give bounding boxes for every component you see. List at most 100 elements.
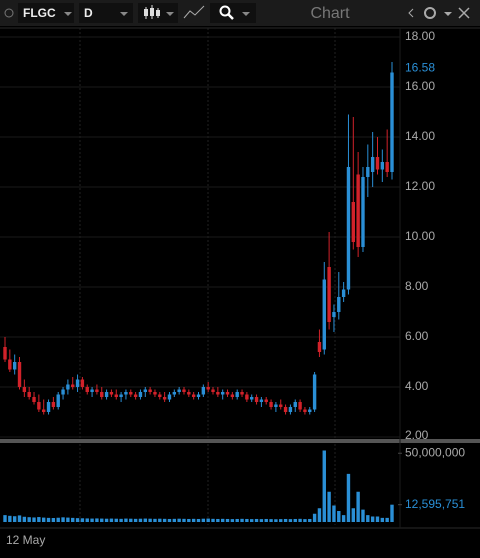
volume-bar	[100, 518, 104, 522]
y-tick-label: 12.00	[405, 179, 435, 193]
volume-bar	[216, 518, 220, 522]
candle-body	[3, 347, 7, 360]
candle-body	[274, 404, 278, 407]
volume-bar	[109, 518, 114, 522]
candle-body	[332, 312, 336, 317]
dropdown-arrow	[120, 12, 128, 16]
candle-body	[158, 394, 162, 397]
candle-body	[303, 409, 307, 412]
volume-bar	[95, 518, 99, 522]
volume-bar	[172, 518, 177, 522]
volume-bar	[211, 518, 215, 522]
candle-body	[114, 394, 118, 397]
symbol-box[interactable]	[18, 3, 74, 23]
link-icon[interactable]	[4, 8, 14, 18]
candle-body	[37, 402, 41, 410]
search-button[interactable]	[210, 3, 256, 23]
candle-body	[182, 389, 186, 392]
candle-body	[119, 394, 123, 397]
interval-box[interactable]	[79, 3, 133, 23]
volume-bar	[104, 518, 109, 522]
volume-bar	[138, 518, 143, 522]
candle-icon	[150, 8, 154, 16]
collapse-icon[interactable]	[408, 8, 414, 18]
volume-bar	[254, 518, 259, 522]
volume-bar	[288, 519, 293, 522]
volume-bar	[366, 515, 370, 522]
y-tick-label: 4.00	[405, 379, 429, 393]
candle-body	[8, 359, 12, 370]
candle-body	[298, 402, 302, 410]
volume-bar	[114, 518, 118, 522]
volume-bar	[293, 518, 297, 522]
volume-bar	[119, 518, 123, 522]
candle-body	[254, 397, 259, 402]
volume-bar	[191, 518, 196, 522]
volume-bar	[75, 518, 80, 522]
candle-body	[201, 387, 206, 395]
candle-body	[56, 394, 60, 407]
candle-body	[206, 387, 210, 390]
candle-body	[90, 389, 94, 392]
volume-bar	[8, 515, 12, 522]
candle-body	[138, 392, 143, 397]
volume-bar	[124, 518, 128, 522]
candle-body	[211, 389, 215, 392]
candle-body	[308, 409, 312, 412]
candle-body	[177, 389, 181, 392]
search-icon	[227, 13, 234, 20]
volume-bar	[375, 516, 380, 522]
candle-icon	[156, 10, 160, 16]
y-tick-label: 10.00	[405, 229, 435, 243]
candle-body	[385, 162, 389, 172]
y-tick-label: 18.00	[405, 29, 435, 43]
candle-body	[235, 392, 239, 397]
y-tick-label: 2.00	[405, 428, 429, 442]
volume-bar	[187, 518, 191, 522]
volume-bar	[337, 511, 341, 522]
symbol[interactable]: FLGC	[23, 6, 56, 20]
volume-bar	[274, 519, 278, 522]
y-tick-label: 14.00	[405, 129, 435, 143]
candle-body	[124, 392, 128, 395]
volume-tick-label: 50,000,000	[405, 445, 465, 459]
panel-separator	[0, 439, 480, 443]
interval[interactable]: D	[84, 6, 93, 20]
candle-body	[100, 392, 104, 397]
candle-body	[109, 392, 114, 395]
volume-bar	[143, 518, 147, 522]
candle-body	[46, 402, 51, 412]
volume-bar	[66, 517, 70, 522]
y-tick-label: 6.00	[405, 329, 429, 343]
volume-bar	[148, 518, 152, 522]
candle-body	[153, 392, 157, 395]
candle-body	[191, 394, 196, 397]
candle-body	[51, 402, 56, 407]
candle-body	[351, 202, 355, 242]
menu-arrow[interactable]	[444, 12, 452, 16]
candle-body	[42, 409, 46, 412]
close-icon[interactable]	[458, 7, 470, 19]
candle-body	[361, 177, 365, 247]
volume-bar	[167, 518, 172, 522]
volume-bar	[196, 518, 201, 522]
candle-body	[312, 374, 317, 410]
dropdown-arrow	[166, 12, 174, 16]
volume-tick-label: 12,595,751	[405, 497, 465, 511]
candle-body	[375, 157, 380, 170]
candle-body	[327, 267, 331, 322]
indicator-icon[interactable]	[183, 5, 205, 19]
candle-body	[293, 402, 297, 407]
volume-bar	[225, 518, 230, 522]
candle-body	[148, 389, 152, 392]
volume-bar	[201, 518, 206, 522]
candle-body	[85, 387, 89, 392]
candle-body	[322, 279, 326, 350]
candle-body	[288, 407, 293, 412]
candle-body	[32, 397, 36, 402]
candle-body	[71, 384, 75, 387]
y-tick-label: 16.00	[405, 79, 435, 93]
settings-icon[interactable]	[424, 7, 436, 19]
candle-body	[283, 407, 288, 412]
